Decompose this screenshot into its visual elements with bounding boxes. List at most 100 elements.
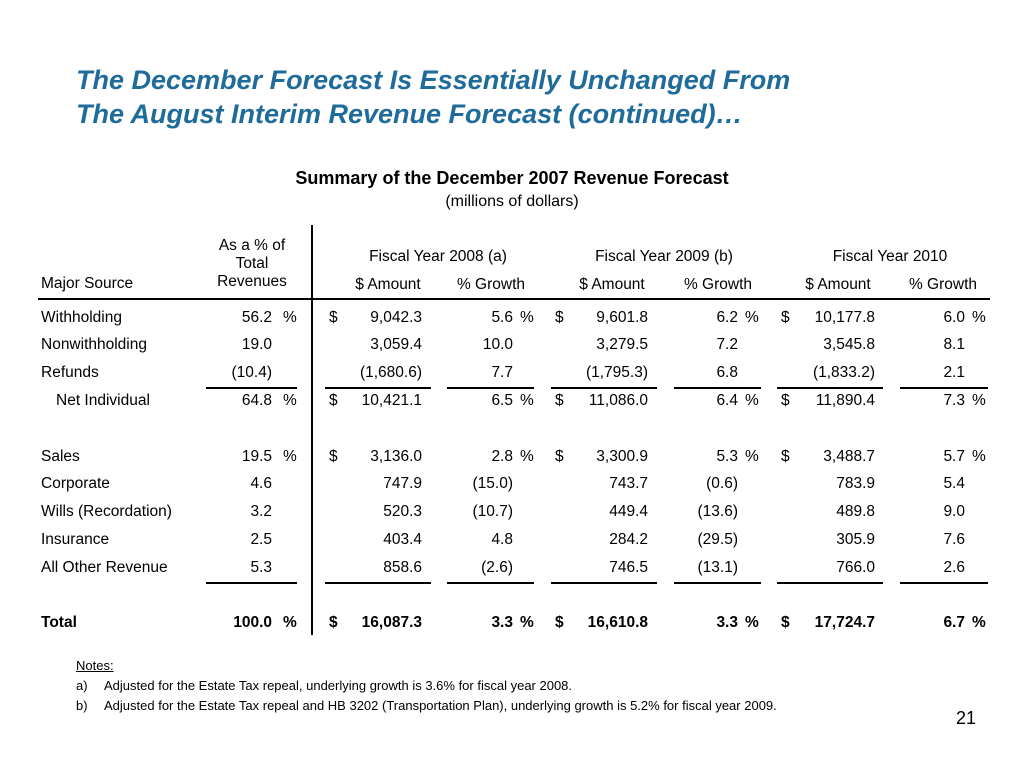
cell-source: Refunds <box>41 364 99 381</box>
cell-pct-sym: % <box>283 309 297 326</box>
currency-symbol: $ <box>329 614 338 631</box>
cell-g09: 6.8 <box>716 364 738 381</box>
subtotal-underline <box>777 582 883 584</box>
header-pct-line1: As a % of <box>218 237 286 254</box>
subtotal-underline <box>447 582 534 584</box>
header-fy2008: Fiscal Year 2008 (a) <box>369 248 507 265</box>
cell-g09: 7.2 <box>716 336 738 353</box>
cell-g10-sym: % <box>972 614 986 631</box>
cell-a10: (1,833.2) <box>812 364 875 381</box>
subtotal-underline <box>674 387 761 389</box>
cell-g10-sym: % <box>972 392 986 409</box>
cell-a10: 489.8 <box>836 503 875 520</box>
header-growth-2008: % Growth <box>456 276 526 293</box>
header-pct-line3: Revenues <box>217 273 287 290</box>
cell-g09: (13.1) <box>697 559 739 576</box>
header-growth-2009: % Growth <box>683 276 753 293</box>
table-title: Summary of the December 2007 Revenue For… <box>295 168 729 188</box>
cell-g09: 6.2 <box>716 309 738 326</box>
cell-a10: 10,177.8 <box>814 309 875 326</box>
cell-source: Wills (Recordation) <box>41 503 172 520</box>
column-divider <box>311 225 313 635</box>
cell-source: Withholding <box>41 309 122 326</box>
cell-pct: 5.3 <box>250 559 272 576</box>
cell-a10: 783.9 <box>836 475 875 492</box>
cell-a09: 743.7 <box>609 475 648 492</box>
currency-symbol: $ <box>781 614 790 631</box>
cell-pct-sym: % <box>283 614 297 631</box>
cell-source: Corporate <box>41 475 110 492</box>
currency-symbol: $ <box>781 448 790 465</box>
header-amount-2008: $ Amount <box>355 276 421 293</box>
subtotal-underline <box>325 582 431 584</box>
header-amount-2009: $ Amount <box>579 276 645 293</box>
page-number: 21 <box>955 708 976 728</box>
cell-a08: 3,136.0 <box>370 448 422 465</box>
cell-a08: 3,059.4 <box>370 336 422 353</box>
cell-a10: 766.0 <box>836 559 875 576</box>
slide-title-line1: The December Forecast Is Essentially Unc… <box>76 65 791 95</box>
cell-a10: 17,724.7 <box>814 614 875 631</box>
cell-pct: (10.4) <box>231 364 273 381</box>
subtotal-underline <box>777 387 883 389</box>
cell-g08: (2.6) <box>481 559 513 576</box>
cell-pct: 56.2 <box>241 309 272 326</box>
subtotal-underline <box>206 582 297 584</box>
currency-symbol: $ <box>781 309 790 326</box>
cell-a09: 3,300.9 <box>596 448 648 465</box>
cell-g09: 3.3 <box>716 614 738 631</box>
cell-g10: 7.3 <box>943 392 965 409</box>
cell-a08: 10,421.1 <box>361 392 422 409</box>
cell-a09: 11,086.0 <box>588 392 648 409</box>
cell-g08: (15.0) <box>472 475 514 492</box>
cell-a10: 3,545.8 <box>823 336 875 353</box>
cell-g08-sym: % <box>520 392 534 409</box>
note-b-label: b) <box>76 698 88 713</box>
subtotal-underline <box>551 582 657 584</box>
cell-g08: 6.5 <box>491 392 513 409</box>
revenue-forecast-table: As a % of Total Revenues Fiscal Year 200… <box>38 225 990 635</box>
note-b-text: Adjusted for the Estate Tax repeal and H… <box>104 698 777 713</box>
currency-symbol: $ <box>329 309 338 326</box>
cell-g08: 5.6 <box>491 309 513 326</box>
cell-g08: 7.7 <box>491 364 513 381</box>
cell-g10: 5.7 <box>943 448 965 465</box>
notes: Notes: a) Adjusted for the Estate Tax rep… <box>76 656 777 716</box>
header-amount-2010: $ Amount <box>805 276 871 293</box>
cell-a08: 16,087.3 <box>361 614 422 631</box>
cell-g08: 4.8 <box>491 531 513 548</box>
cell-a10: 305.9 <box>836 531 875 548</box>
cell-g10: 2.6 <box>943 559 965 576</box>
cell-g10: 9.0 <box>943 503 965 520</box>
cell-a09: 449.4 <box>609 503 648 520</box>
cell-source: Nonwithholding <box>41 336 147 353</box>
currency-symbol: $ <box>781 392 790 409</box>
cell-pct: 64.8 <box>241 392 272 409</box>
cell-a09: 284.2 <box>609 531 648 548</box>
cell-source: All Other Revenue <box>41 559 168 576</box>
header-growth-2010: % Growth <box>908 276 978 293</box>
cell-g09: (0.6) <box>706 475 738 492</box>
cell-g10: 2.1 <box>943 364 965 381</box>
note-b: b) Adjusted for the Estate Tax repeal and… <box>76 696 777 716</box>
cell-g10: 6.7 <box>943 614 965 631</box>
notes-heading: Notes: <box>76 658 114 673</box>
header-pct-line2: Total <box>235 255 269 272</box>
cell-g10-sym: % <box>972 448 986 465</box>
cell-a08: 747.9 <box>383 475 422 492</box>
cell-a09: 746.5 <box>609 559 648 576</box>
cell-pct: 19.0 <box>241 336 272 353</box>
cell-a10: 11,890.4 <box>815 392 875 409</box>
cell-pct: 3.2 <box>250 503 272 520</box>
header-fy2009: Fiscal Year 2009 (b) <box>595 248 733 265</box>
table-units: (millions of dollars) <box>445 193 579 210</box>
cell-a10: 3,488.7 <box>823 448 875 465</box>
cell-g08-sym: % <box>520 448 534 465</box>
currency-symbol: $ <box>329 392 338 409</box>
cell-g10-sym: % <box>972 309 986 326</box>
subtotal-underline <box>900 387 988 389</box>
cell-g09: 6.4 <box>716 392 738 409</box>
note-a-label: a) <box>76 678 88 693</box>
header-major-source: Major Source <box>41 275 134 292</box>
cell-a09: (1,795.3) <box>585 364 648 381</box>
